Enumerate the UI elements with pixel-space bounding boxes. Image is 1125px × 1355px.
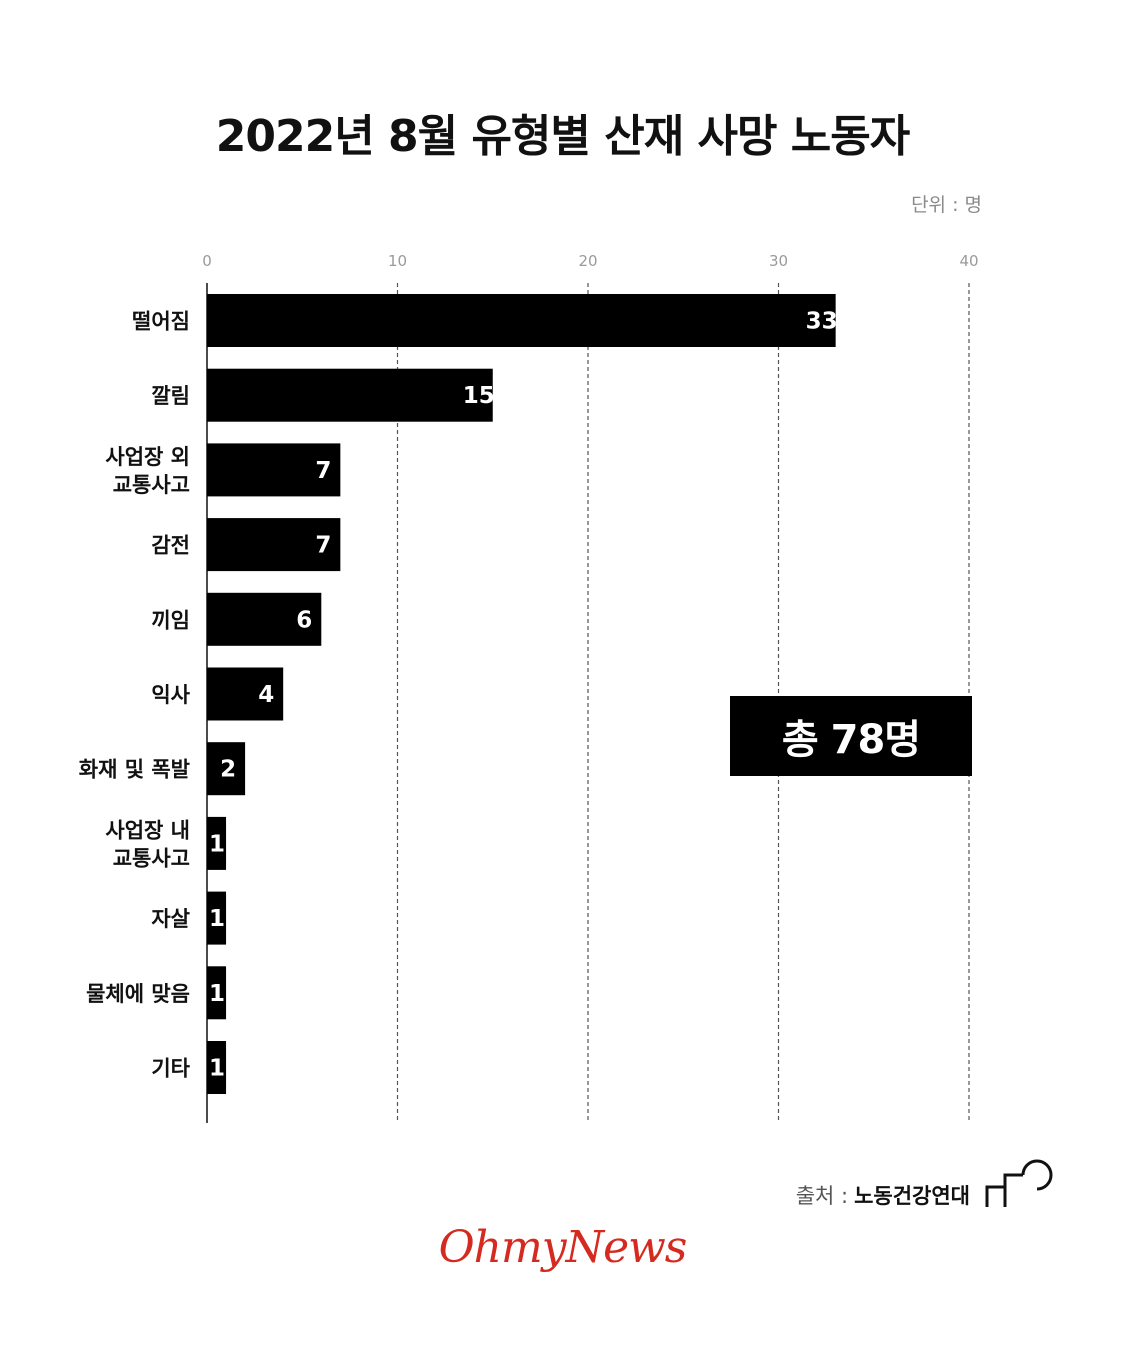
x-tick-label: 30 [769,252,788,270]
bar [207,592,322,646]
data-label: 15 [463,383,495,409]
source-organization: 노동건강연대 [854,1184,970,1208]
data-label: 4 [258,682,274,708]
category-label: 떨어짐 [132,310,190,334]
x-tick-label: 20 [578,252,597,270]
bar [207,294,836,347]
bar [207,816,227,870]
category-label: 감전 [151,534,190,558]
data-label: 1 [209,831,225,857]
data-label: 7 [315,458,331,484]
data-label: 2 [220,757,236,783]
bar [207,667,284,721]
bar [207,1041,227,1094]
data-label: 33 [806,309,838,335]
category-label: 자살 [151,907,190,931]
total-badge: 총 78명 [730,696,972,776]
data-label: 1 [209,1056,225,1082]
bar [207,518,341,572]
x-tick-label: 40 [959,252,978,270]
ohmynews-logo: OhmyNews [438,1222,688,1273]
category-label: 익사 [151,683,190,707]
category-label: 화재 및 폭발 [79,758,190,782]
chart-title: 2022년 8월 유형별 산재 사망 노동자 [215,111,910,162]
data-label: 6 [296,607,312,633]
bar [207,966,227,1020]
data-label: 7 [315,533,331,559]
bar [207,443,341,497]
source-logo-icon [985,1159,1053,1207]
source-prefix: 출처 : [795,1184,849,1208]
bar [207,368,493,422]
x-tick-label: 0 [202,252,212,270]
category-label: 깔림 [151,384,190,408]
bar [207,891,227,945]
unit-label: 단위 : 명 [911,194,982,216]
category-label: 기타 [151,1057,190,1081]
category-label: 사업장 외 교통사고 [105,445,190,497]
category-label: 끼임 [151,608,190,632]
category-label: 사업장 내 교통사고 [105,818,190,870]
data-label: 1 [209,981,225,1007]
category-label: 물체에 맞음 [86,982,190,1006]
source-credit: 출처 : 노동건강연대 [796,1180,970,1210]
bar [207,742,246,796]
data-label: 1 [209,906,225,932]
x-tick-label: 10 [388,252,407,270]
